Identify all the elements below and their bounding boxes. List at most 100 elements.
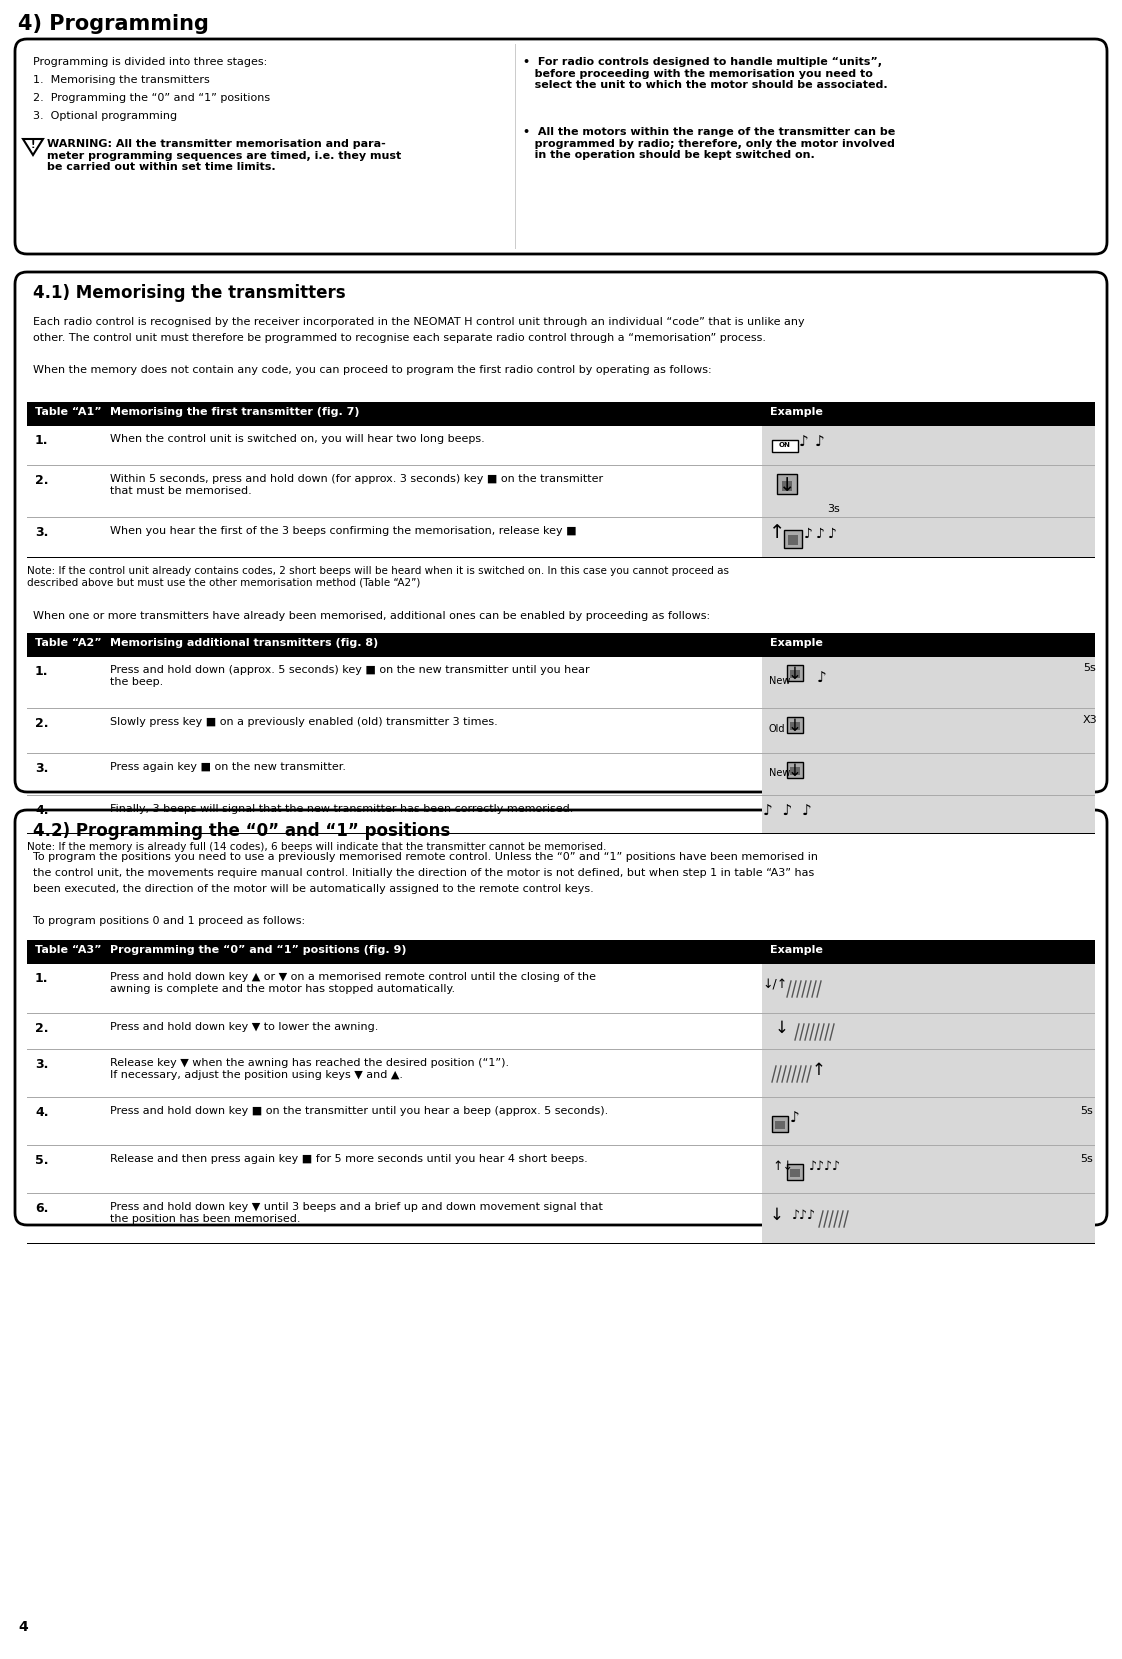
Text: WARNING: All the transmitter memorisation and para-
meter programming sequences : WARNING: All the transmitter memorisatio… xyxy=(47,139,402,173)
Text: ↓: ↓ xyxy=(770,1206,784,1224)
Bar xyxy=(762,1050,1095,1098)
Text: ↓: ↓ xyxy=(788,665,802,684)
Text: Slowly press key ■ on a previously enabled (old) transmitter 3 times.: Slowly press key ■ on a previously enabl… xyxy=(110,717,498,727)
Text: 5.: 5. xyxy=(35,1155,48,1166)
Text: 2.  Programming the “0” and “1” positions: 2. Programming the “0” and “1” positions xyxy=(33,93,270,103)
Polygon shape xyxy=(22,139,43,154)
Text: ♪: ♪ xyxy=(816,528,825,541)
FancyBboxPatch shape xyxy=(15,272,1107,791)
Text: Table “A2”: Table “A2” xyxy=(35,639,102,649)
Text: Table “A1”: Table “A1” xyxy=(35,406,102,416)
Text: ↑↓: ↑↓ xyxy=(772,1160,793,1173)
Text: 4.2) Programming the “0” and “1” positions: 4.2) Programming the “0” and “1” positio… xyxy=(33,821,450,839)
Text: When you hear the first of the 3 beeps confirming the memorisation, release key : When you hear the first of the 3 beeps c… xyxy=(110,526,577,536)
Text: 4: 4 xyxy=(18,1619,28,1634)
Text: 1.: 1. xyxy=(35,665,48,679)
Text: Example: Example xyxy=(770,946,822,956)
Text: Note: If the memory is already full (14 codes), 6 beeps will indicate that the t: Note: If the memory is already full (14 … xyxy=(27,843,606,853)
Bar xyxy=(762,1098,1095,1146)
Text: !: ! xyxy=(30,139,35,149)
Text: 4.: 4. xyxy=(35,1107,48,1120)
Text: Press again key ■ on the new transmitter.: Press again key ■ on the new transmitter… xyxy=(110,761,346,771)
Bar xyxy=(762,426,1095,466)
Text: Programming is divided into three stages:: Programming is divided into three stages… xyxy=(33,56,267,66)
Text: Press and hold down key ▲ or ▼ on a memorised remote control until the closing o: Press and hold down key ▲ or ▼ on a memo… xyxy=(110,972,596,994)
Text: Finally, 3 beeps will signal that the new transmitter has been correctly memoris: Finally, 3 beeps will signal that the ne… xyxy=(110,805,573,815)
Text: 4.: 4. xyxy=(35,805,48,816)
Text: 1.  Memorising the transmitters: 1. Memorising the transmitters xyxy=(33,75,210,85)
Bar xyxy=(787,761,803,778)
Text: New: New xyxy=(769,768,790,778)
Text: ↓/↑: ↓/↑ xyxy=(762,979,788,992)
Text: Programming the “0” and “1” positions (fig. 9): Programming the “0” and “1” positions (f… xyxy=(110,946,406,956)
Text: 3.: 3. xyxy=(35,526,48,539)
Bar xyxy=(778,474,797,494)
Text: 2.: 2. xyxy=(35,1022,48,1035)
Text: ON: ON xyxy=(779,441,791,448)
Text: ↓: ↓ xyxy=(788,761,802,780)
Bar xyxy=(772,440,798,451)
Text: 1.: 1. xyxy=(35,972,48,985)
Text: other. The control unit must therefore be programmed to recognise each separate : other. The control unit must therefore b… xyxy=(33,333,766,343)
Text: 6.: 6. xyxy=(35,1203,48,1214)
Text: •  All the motors within the range of the transmitter can be
   programmed by ra: • All the motors within the range of the… xyxy=(523,128,895,161)
Bar xyxy=(762,796,1095,834)
Text: ↑: ↑ xyxy=(812,1062,826,1078)
Text: When the control unit is switched on, you will hear two long beeps.: When the control unit is switched on, yo… xyxy=(110,435,485,445)
Bar xyxy=(762,1146,1095,1194)
Text: 1.: 1. xyxy=(35,435,48,446)
Bar xyxy=(762,657,1095,708)
Text: ♪♪♪♪: ♪♪♪♪ xyxy=(809,1160,842,1173)
Text: Example: Example xyxy=(770,406,822,416)
Bar xyxy=(762,518,1095,557)
Text: 5s: 5s xyxy=(1083,664,1096,674)
Text: ♪: ♪ xyxy=(790,1110,800,1125)
Text: 2.: 2. xyxy=(35,474,48,488)
Text: Release and then press again key ■ for 5 more seconds until you hear 4 short bee: Release and then press again key ■ for 5… xyxy=(110,1155,588,1165)
Text: Press and hold down key ■ on the transmitter until you hear a beep (approx. 5 se: Press and hold down key ■ on the transmi… xyxy=(110,1107,608,1117)
Bar xyxy=(790,766,800,775)
Text: 4) Programming: 4) Programming xyxy=(18,13,209,33)
Bar xyxy=(790,670,800,679)
Bar xyxy=(27,634,1095,657)
Bar xyxy=(787,1165,803,1180)
Text: Each radio control is recognised by the receiver incorporated in the NEOMAT H co: Each radio control is recognised by the … xyxy=(33,317,804,327)
Bar xyxy=(775,1121,785,1130)
Bar xyxy=(27,941,1095,964)
Text: ♪: ♪ xyxy=(799,435,809,450)
Bar xyxy=(762,1014,1095,1050)
Text: Press and hold down key ▼ until 3 beeps and a brief up and down movement signal : Press and hold down key ▼ until 3 beeps … xyxy=(110,1203,603,1224)
Text: 2.: 2. xyxy=(35,717,48,730)
Text: To program positions 0 and 1 proceed as follows:: To program positions 0 and 1 proceed as … xyxy=(33,916,305,926)
Text: Press and hold down (approx. 5 seconds) key ■ on the new transmitter until you h: Press and hold down (approx. 5 seconds) … xyxy=(110,665,590,687)
Bar xyxy=(762,708,1095,753)
Text: Memorising the first transmitter (fig. 7): Memorising the first transmitter (fig. 7… xyxy=(110,406,359,416)
Text: Old: Old xyxy=(769,725,785,735)
Text: the control unit, the movements require manual control. Initially the direction : the control unit, the movements require … xyxy=(33,868,815,878)
Text: Release key ▼ when the awning has reached the desired position (“1”).
If necessa: Release key ▼ when the awning has reache… xyxy=(110,1058,509,1080)
Bar xyxy=(782,481,792,491)
Text: X3: X3 xyxy=(1083,715,1097,725)
Bar xyxy=(762,466,1095,518)
Bar xyxy=(772,1117,788,1131)
Bar xyxy=(790,722,800,730)
Bar xyxy=(787,717,803,733)
Text: 3.  Optional programming: 3. Optional programming xyxy=(33,111,177,121)
Bar xyxy=(762,753,1095,796)
Text: ↑: ↑ xyxy=(769,523,785,541)
Text: 3.: 3. xyxy=(35,1058,48,1072)
Bar xyxy=(27,401,1095,426)
Text: New: New xyxy=(769,675,790,687)
Text: ↓: ↓ xyxy=(775,1019,789,1037)
Text: ♪♪♪: ♪♪♪ xyxy=(792,1208,816,1221)
Text: When one or more transmitters have already been memorised, additional ones can b: When one or more transmitters have alrea… xyxy=(33,611,710,620)
Text: •  For radio controls designed to handle multiple “units”,
   before proceeding : • For radio controls designed to handle … xyxy=(523,56,888,90)
Text: Example: Example xyxy=(770,639,822,649)
Text: Within 5 seconds, press and hold down (for approx. 3 seconds) key ■ on the trans: Within 5 seconds, press and hold down (f… xyxy=(110,474,604,496)
Text: 3.: 3. xyxy=(35,761,48,775)
FancyBboxPatch shape xyxy=(15,40,1107,254)
Bar xyxy=(790,1170,800,1176)
Text: Press and hold down key ▼ to lower the awning.: Press and hold down key ▼ to lower the a… xyxy=(110,1022,378,1032)
Text: Note: If the control unit already contains codes, 2 short beeps will be heard wh: Note: If the control unit already contai… xyxy=(27,566,729,587)
FancyBboxPatch shape xyxy=(15,810,1107,1224)
